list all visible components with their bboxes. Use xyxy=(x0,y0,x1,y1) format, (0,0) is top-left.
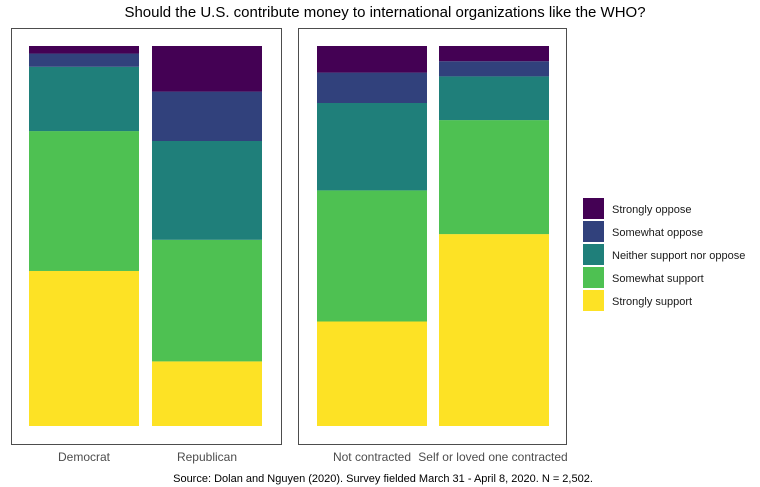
bar-segment-republican-neither xyxy=(152,141,262,240)
bar-segment-democrat-strongly-oppose xyxy=(29,46,139,54)
x-tick-not-contracted: Not contracted xyxy=(333,450,411,464)
legend-label-neither: Neither support nor oppose xyxy=(612,250,745,262)
chart-title: Should the U.S. contribute money to inte… xyxy=(124,4,645,21)
panel-frame-party xyxy=(11,28,282,445)
bar-segment-self-or-loved-one-contracted-somewhat-support xyxy=(439,120,549,235)
bar-segment-not-contracted-strongly-support xyxy=(317,321,427,426)
bar-segment-democrat-somewhat-support xyxy=(29,131,139,271)
bar-segment-democrat-strongly-support xyxy=(29,270,139,426)
x-tick-self-or-loved-one-contracted: Self or loved one contracted xyxy=(418,450,567,464)
legend-key-strongly-support xyxy=(583,290,604,311)
source-caption: Source: Dolan and Nguyen (2020). Survey … xyxy=(173,473,593,485)
x-tick-democrat: Democrat xyxy=(58,450,111,464)
legend-key-somewhat-support xyxy=(583,267,604,288)
x-tick-republican: Republican xyxy=(177,450,237,464)
bar-segment-republican-strongly-support xyxy=(152,361,262,426)
bar-segment-self-or-loved-one-contracted-somewhat-oppose xyxy=(439,61,549,77)
legend-label-strongly-support: Strongly support xyxy=(612,296,692,308)
bar-segment-republican-somewhat-support xyxy=(152,239,262,362)
bar-segment-republican-strongly-oppose xyxy=(152,46,262,92)
bars-party xyxy=(29,46,262,426)
legend-label-somewhat-oppose: Somewhat oppose xyxy=(612,227,703,239)
bar-segment-not-contracted-neither xyxy=(317,103,427,191)
legend-key-somewhat-oppose xyxy=(583,221,604,242)
panel-frame-contracted xyxy=(298,28,567,445)
bar-segment-self-or-loved-one-contracted-strongly-support xyxy=(439,234,549,426)
legend-key-neither xyxy=(583,244,604,265)
bar-segment-republican-somewhat-oppose xyxy=(152,91,262,141)
legend: Strongly oppose Somewhat oppose Neither … xyxy=(583,198,745,311)
bar-segment-not-contracted-somewhat-support xyxy=(317,190,427,322)
bar-segment-not-contracted-strongly-oppose xyxy=(317,46,427,73)
legend-label-somewhat-support: Somewhat support xyxy=(612,273,704,285)
bar-segment-self-or-loved-one-contracted-strongly-oppose xyxy=(439,46,549,62)
bars-contracted xyxy=(317,46,549,426)
bar-segment-democrat-neither xyxy=(29,66,139,132)
legend-label-strongly-oppose: Strongly oppose xyxy=(612,204,692,216)
bar-segment-democrat-somewhat-oppose xyxy=(29,53,139,67)
legend-key-strongly-oppose xyxy=(583,198,604,219)
bar-segment-not-contracted-somewhat-oppose xyxy=(317,72,427,103)
bar-segment-self-or-loved-one-contracted-neither xyxy=(439,76,549,121)
